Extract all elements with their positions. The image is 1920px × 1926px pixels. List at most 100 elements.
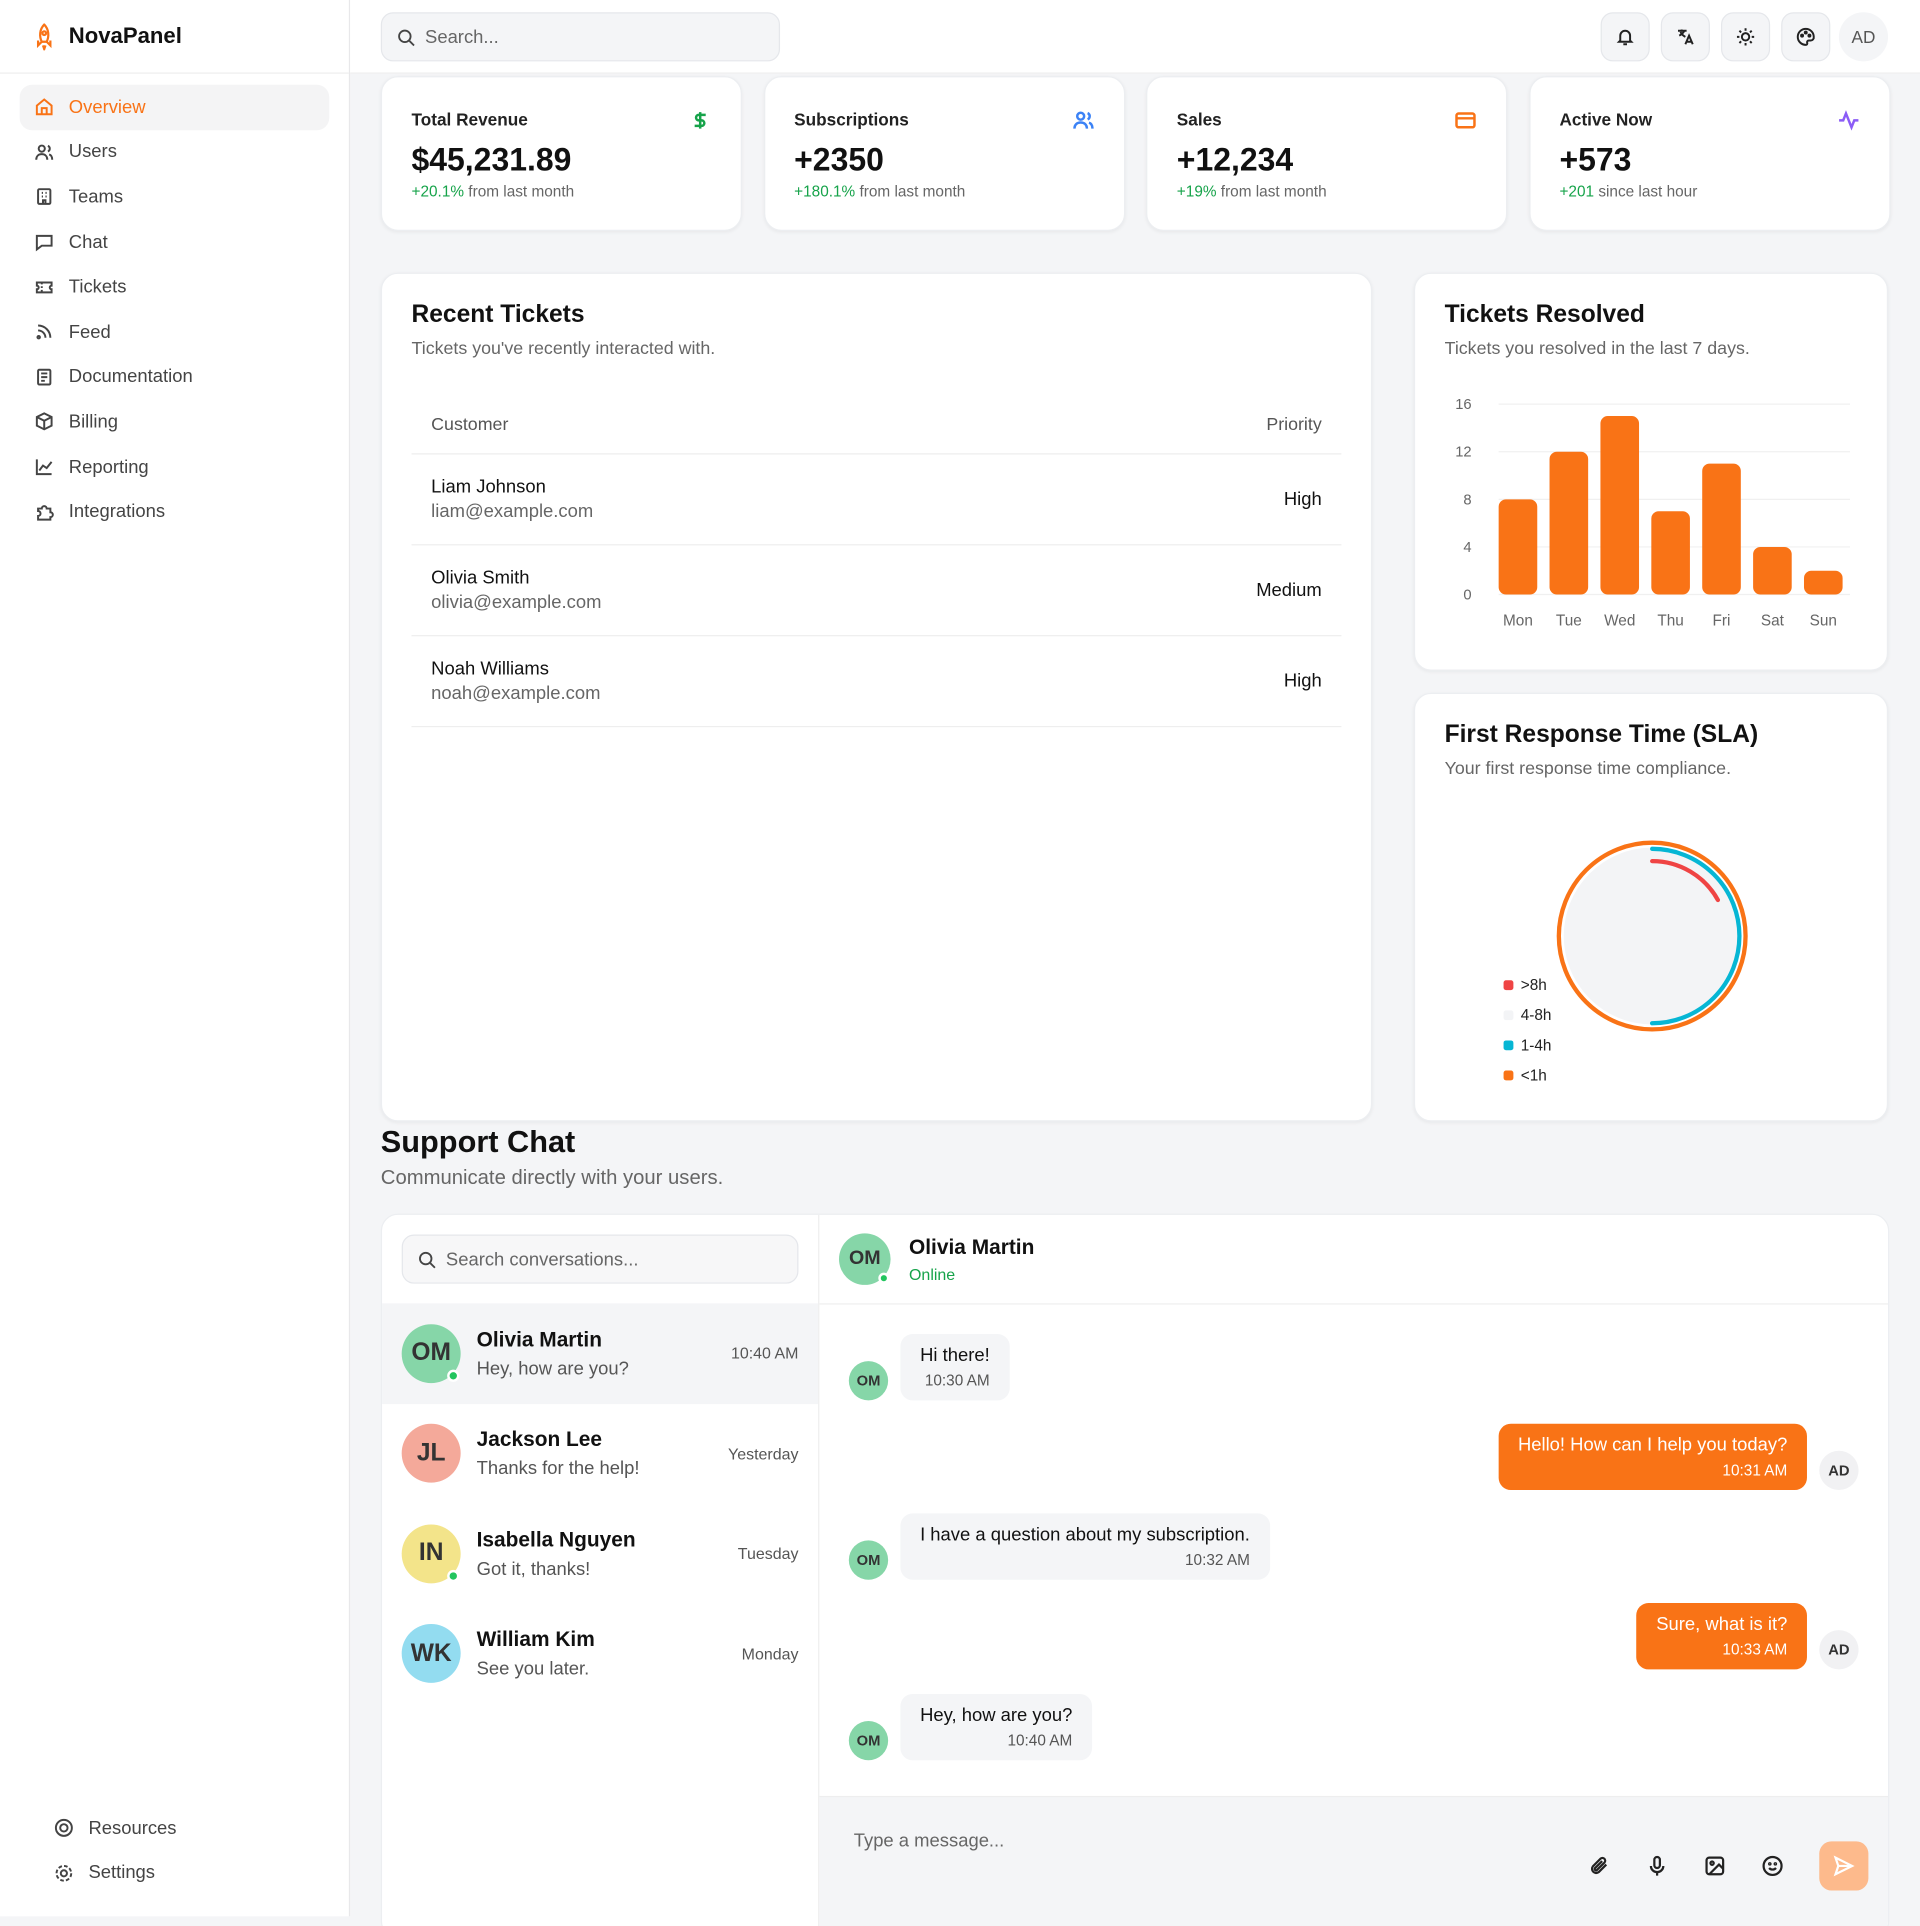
legend-label: <1h — [1521, 1067, 1547, 1084]
puzzle-icon — [37, 504, 54, 521]
conversation-list: Search conversations... OM Olivia Martin… — [382, 1214, 820, 1926]
bar-tue[interactable] — [1549, 451, 1589, 595]
message-icon — [35, 234, 53, 252]
stat-title: Subscriptions — [794, 109, 909, 129]
sidebar-item-chat[interactable]: Chat — [20, 220, 330, 265]
sidebar-item-feed[interactable]: Feed — [20, 310, 330, 355]
radial-bar-1[interactable] — [1568, 852, 1736, 1020]
search-input[interactable]: Search... — [380, 12, 781, 62]
message-bubble: Hey, how are you? 10:40 AM — [900, 1693, 1093, 1761]
column-customer[interactable]: Customer — [431, 414, 509, 435]
sidebar-item-reporting[interactable]: Reporting — [20, 444, 330, 489]
conversation-item[interactable]: OM Olivia Martin Hey, how are you? 10:40 … — [382, 1303, 819, 1404]
message-bubble: Hello! How can I help you today? 10:31 AM — [1498, 1423, 1807, 1491]
user-avatar[interactable]: AD — [1838, 12, 1889, 62]
bar-wed[interactable] — [1600, 416, 1640, 595]
support-chat-panel: Search conversations... OM Olivia Martin… — [380, 1213, 1890, 1926]
theme-toggle-button[interactable] — [1720, 12, 1771, 62]
stat-change: +19% from last month — [1177, 183, 1477, 200]
paperclip-icon[interactable] — [1588, 1855, 1610, 1877]
legend-swatch — [1503, 1010, 1514, 1021]
conversation-time: Yesterday — [728, 1444, 799, 1463]
conversation-item[interactable]: JL Jackson Lee Thanks for the help! Yeste… — [382, 1403, 818, 1503]
send-button[interactable] — [1819, 1841, 1869, 1891]
card-subtitle: Tickets you've recently interacted with. — [411, 339, 716, 359]
radial-bar-3[interactable] — [1556, 840, 1748, 1032]
message-input[interactable]: Type a message... — [853, 1830, 1005, 1852]
sidebar-item-resources[interactable]: Resources — [39, 1806, 177, 1851]
sla-card: First Response Time (SLA) Your first res… — [1413, 692, 1889, 1122]
avatar: IN — [401, 1524, 461, 1584]
conversation-preview: Hey, how are you? — [476, 1358, 629, 1380]
table-row[interactable]: Olivia Smith olivia@example.com Medium — [411, 545, 1342, 637]
message-text: Hey, how are you? — [920, 1705, 1073, 1726]
conversation-item[interactable]: WK William Kim See you later. Monday — [382, 1604, 818, 1704]
card-subtitle: Tickets you resolved in the last 7 days. — [1444, 339, 1750, 359]
message-avatar: OM — [848, 1361, 889, 1401]
bar-sun[interactable] — [1803, 570, 1843, 595]
image-icon[interactable] — [1704, 1855, 1726, 1877]
home-icon — [35, 98, 53, 116]
customer-email: liam@example.com — [431, 501, 594, 523]
sidebar-item-overview[interactable]: Overview — [19, 84, 330, 130]
stat-change-value: +180.1% — [794, 183, 856, 201]
message-text: I have a question about my subscription. — [920, 1524, 1250, 1546]
radial-bar-2[interactable] — [1562, 846, 1742, 1026]
stat-value: +2350 — [794, 141, 884, 179]
emoji-icon[interactable] — [1762, 1855, 1784, 1877]
palette-button[interactable] — [1781, 12, 1831, 62]
language-button[interactable] — [1660, 12, 1710, 62]
stat-change-label: from last month — [1220, 183, 1327, 201]
radial-background — [1563, 847, 1741, 1025]
message-avatar: OM — [848, 1540, 889, 1580]
sidebar-item-teams[interactable]: Teams — [20, 175, 330, 220]
message-time: 10:31 AM — [1722, 1461, 1788, 1479]
conversation-item[interactable]: IN Isabella Nguyen Got it, thanks! Tuesda… — [382, 1504, 818, 1604]
avatar: OM — [401, 1323, 461, 1383]
tickets-resolved-card: Tickets Resolved Tickets you resolved in… — [1413, 272, 1889, 671]
bar-sat[interactable] — [1753, 546, 1792, 595]
table-row[interactable]: Noah Williams noah@example.com High — [411, 636, 1342, 728]
radial-bar-0[interactable] — [1575, 858, 1730, 1014]
column-priority[interactable]: Priority — [1266, 414, 1322, 435]
recent-tickets-card: Recent Tickets Tickets you've recently i… — [380, 272, 1373, 1122]
sidebar-item-documentation[interactable]: Documentation — [20, 354, 330, 399]
dollar-icon — [694, 112, 706, 129]
x-tick-label: Wed — [1604, 612, 1635, 629]
message: Hello! How can I help you today? 10:31 AM… — [1498, 1423, 1859, 1491]
table-row[interactable]: Liam Johnson liam@example.com High — [411, 455, 1342, 546]
sidebar-item-settings[interactable]: Settings — [39, 1851, 176, 1896]
stat-change: +180.1% from last month — [794, 183, 1094, 200]
notifications-button[interactable] — [1600, 12, 1650, 62]
stat-title: Active Now — [1559, 109, 1653, 129]
sidebar-item-integrations[interactable]: Integrations — [20, 489, 330, 534]
message-composer: Type a message... — [819, 1795, 1889, 1926]
y-tick-label: 12 — [1455, 445, 1471, 461]
stat-change: +20.1% from last month — [412, 183, 712, 200]
microphone-icon[interactable] — [1646, 1855, 1668, 1877]
bar-mon[interactable] — [1498, 499, 1538, 595]
conversation-search-input[interactable]: Search conversations... — [401, 1234, 799, 1284]
search-placeholder: Search conversations... — [445, 1248, 639, 1270]
sidebar-item-label: Documentation — [68, 366, 193, 388]
chart-icon — [35, 459, 53, 476]
x-tick-label: Tue — [1556, 612, 1582, 629]
sidebar-item-label: Overview — [68, 96, 146, 118]
x-tick-label: Thu — [1657, 612, 1683, 629]
stat-card-active-now: Active Now +573 +201 since last hour — [1528, 76, 1890, 231]
sidebar-item-tickets[interactable]: Tickets — [20, 265, 330, 310]
tickets-table: Customer Priority Liam Johnson liam@exampl… — [411, 396, 1342, 728]
palette-icon — [1796, 27, 1815, 46]
sidebar-item-billing[interactable]: Billing — [20, 399, 330, 444]
sidebar-item-users[interactable]: Users — [20, 130, 330, 175]
bar-thu[interactable] — [1651, 511, 1690, 595]
message-thread: OM Hi there! 10:30 AM Hello! How can I help… — [819, 1305, 1888, 1796]
logo[interactable]: NovaPanel — [0, 0, 349, 74]
online-indicator — [878, 1272, 890, 1284]
conversation-preview: See you later. — [476, 1658, 590, 1680]
users-icon — [1072, 111, 1094, 129]
sidebar-item-label: Resources — [88, 1817, 177, 1839]
bar-fri[interactable] — [1702, 463, 1741, 595]
search-icon — [419, 1251, 436, 1268]
y-tick-label: 8 — [1463, 492, 1471, 508]
